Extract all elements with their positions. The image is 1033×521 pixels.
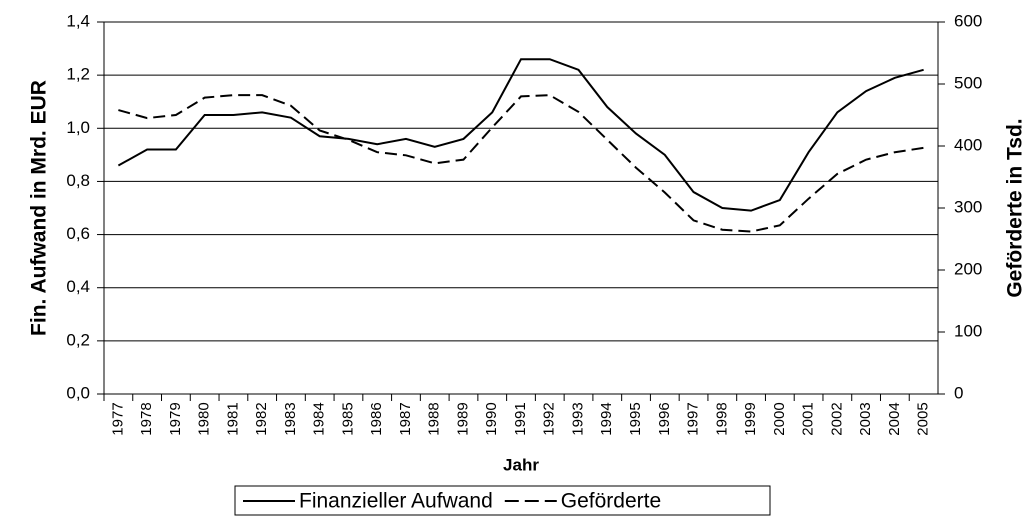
x-tick-label: 1980 bbox=[196, 402, 213, 435]
y-axis-label: Fin. Aufwand in Mrd. EUR bbox=[28, 80, 51, 336]
x-tick-label: 2005 bbox=[915, 402, 932, 435]
x-tick-label: 2000 bbox=[771, 402, 788, 435]
y-tick-label: 0,4 bbox=[66, 277, 90, 296]
legend-box bbox=[234, 485, 771, 516]
y2-tick-label: 400 bbox=[954, 135, 982, 154]
x-tick-label: 2003 bbox=[857, 402, 874, 435]
x-tick-label: 1996 bbox=[656, 402, 673, 435]
x-axis-label: Jahr bbox=[503, 455, 539, 474]
line-series bbox=[117, 58, 924, 212]
y-tick-label: 0,6 bbox=[66, 224, 90, 243]
y-tick-label: 1,4 bbox=[66, 11, 90, 30]
legend-label: Finanzieller Aufwand bbox=[299, 490, 493, 513]
x-tick-label: 2004 bbox=[886, 402, 903, 435]
x-tick-label: 1989 bbox=[454, 402, 471, 435]
y-tick-label: 0,0 bbox=[66, 383, 90, 402]
x-tick-label: 1979 bbox=[167, 402, 184, 435]
x-tick-label: 1988 bbox=[426, 402, 443, 435]
y2-tick-label: 0 bbox=[954, 383, 963, 402]
x-tick-label: 1991 bbox=[512, 402, 529, 435]
x-tick-label: 1997 bbox=[685, 402, 702, 435]
y-tick-label: 1,0 bbox=[66, 118, 90, 137]
y2-axis-label: Geförderte in Tsd. bbox=[1004, 118, 1027, 297]
legend-label: Geförderte bbox=[561, 490, 661, 513]
y-tick-label: 0,8 bbox=[66, 171, 90, 190]
x-tick-label: 1994 bbox=[598, 402, 615, 435]
x-tick-label: 1992 bbox=[541, 402, 558, 435]
x-tick-label: 1987 bbox=[397, 402, 414, 435]
x-tick-label: 1984 bbox=[311, 402, 328, 435]
y-tick-label: 0,2 bbox=[66, 330, 90, 349]
line-series bbox=[118, 94, 924, 233]
y-tick-label: 1,2 bbox=[66, 65, 90, 84]
x-tick-label: 1998 bbox=[713, 402, 730, 435]
x-tick-label: 1990 bbox=[483, 402, 500, 435]
x-tick-label: 1978 bbox=[138, 402, 155, 435]
y2-tick-label: 500 bbox=[954, 73, 982, 92]
x-tick-label: 1995 bbox=[627, 402, 644, 435]
x-tick-label: 1986 bbox=[368, 402, 385, 435]
plot-frame bbox=[103, 21, 939, 395]
x-tick-label: 1985 bbox=[339, 402, 356, 435]
y2-tick-label: 300 bbox=[954, 197, 982, 216]
x-tick-label: 1983 bbox=[282, 402, 299, 435]
y2-tick-label: 100 bbox=[954, 321, 982, 340]
x-tick-label: 2001 bbox=[800, 402, 817, 435]
y2-tick-label: 600 bbox=[954, 11, 982, 30]
x-tick-label: 1999 bbox=[742, 402, 759, 435]
y2-tick-label: 200 bbox=[954, 259, 982, 278]
x-tick-label: 1977 bbox=[109, 402, 126, 435]
x-tick-label: 1982 bbox=[253, 402, 270, 435]
x-tick-label: 1993 bbox=[569, 402, 586, 435]
x-tick-label: 2002 bbox=[828, 402, 845, 435]
x-tick-label: 1981 bbox=[224, 402, 241, 435]
